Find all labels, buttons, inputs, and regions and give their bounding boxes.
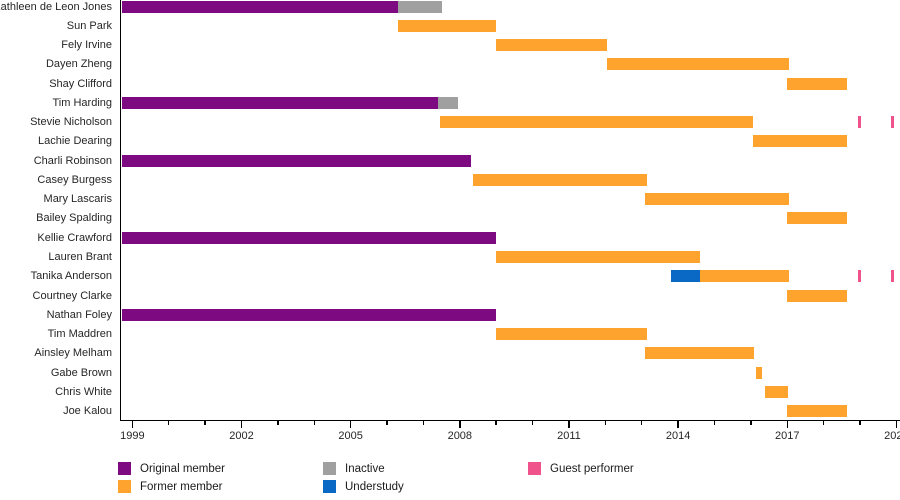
x-tick-major bbox=[568, 421, 570, 428]
x-tick-major bbox=[459, 421, 461, 428]
legend-swatch-former bbox=[118, 480, 131, 493]
y-axis-line bbox=[119, 0, 122, 422]
bar-original bbox=[121, 308, 497, 321]
legend-swatch-guest bbox=[528, 462, 541, 475]
legend-label-former: Former member bbox=[140, 480, 223, 493]
x-axis-line bbox=[119, 419, 900, 422]
x-tick-minor bbox=[422, 421, 425, 425]
guest-performer-mark bbox=[858, 270, 862, 283]
x-tick-minor bbox=[277, 421, 279, 425]
x-tick-label: 2002 bbox=[229, 429, 254, 442]
member-label: Casey Burgess bbox=[37, 173, 112, 186]
x-tick-minor bbox=[204, 421, 206, 425]
bar-former bbox=[645, 347, 755, 360]
legend-swatch-inactive bbox=[323, 462, 336, 475]
x-tick-label: 2020 bbox=[884, 429, 900, 442]
bar-understudy bbox=[670, 270, 700, 283]
bar-original bbox=[121, 154, 471, 167]
x-tick-label: 2008 bbox=[447, 429, 473, 442]
legend-label-original: Original member bbox=[140, 462, 225, 475]
x-tick-minor bbox=[604, 421, 607, 425]
bar-original bbox=[121, 96, 438, 109]
member-label: Kathleen de Leon Jones bbox=[0, 0, 112, 13]
member-label: Ainsley Melham bbox=[34, 347, 112, 360]
member-label: Shay Clifford bbox=[49, 77, 112, 90]
bar-inactive bbox=[437, 96, 458, 109]
guest-performer-mark bbox=[858, 116, 862, 129]
member-label: Fely Irvine bbox=[61, 39, 112, 52]
x-tick-label: 2005 bbox=[338, 429, 363, 442]
legend-label-guest: Guest performer bbox=[550, 462, 634, 475]
member-label: Tim Maddren bbox=[47, 328, 112, 341]
guest-performer-mark bbox=[891, 116, 895, 129]
legend-label-understudy: Understudy bbox=[345, 480, 404, 493]
bar-former bbox=[607, 58, 790, 71]
member-label: Mary Lascaris bbox=[43, 193, 112, 206]
bar-former bbox=[787, 289, 848, 302]
bar-inactive bbox=[397, 0, 442, 13]
x-tick-label: 2014 bbox=[665, 429, 691, 442]
legend-item-understudy: Understudy bbox=[323, 480, 404, 493]
member-label: Sun Park bbox=[66, 19, 112, 32]
member-label: Tanika Anderson bbox=[30, 270, 112, 283]
guest-performer-mark bbox=[891, 270, 895, 283]
bar-former bbox=[756, 366, 763, 379]
member-label: Tim Harding bbox=[52, 96, 113, 109]
member-label: Kellie Crawford bbox=[37, 231, 112, 244]
bar-former bbox=[496, 39, 608, 52]
x-tick-major bbox=[895, 421, 898, 428]
x-tick-minor bbox=[750, 421, 752, 425]
bar-former bbox=[787, 212, 848, 225]
x-tick-minor bbox=[495, 421, 497, 425]
member-label: Lauren Brant bbox=[48, 251, 112, 263]
bar-former bbox=[496, 328, 648, 341]
legend-item-guest: Guest performer bbox=[528, 462, 634, 475]
x-tick-label: 1999 bbox=[120, 429, 145, 442]
bar-former bbox=[752, 135, 848, 148]
member-label: Bailey Spalding bbox=[36, 212, 112, 225]
x-tick-minor bbox=[386, 421, 388, 425]
x-tick-minor bbox=[531, 421, 534, 425]
legend-item-former: Former member bbox=[118, 480, 222, 493]
bar-former bbox=[787, 77, 848, 90]
legend-item-inactive: Inactive bbox=[323, 462, 385, 475]
legend-swatch-original bbox=[118, 462, 131, 475]
x-tick-minor bbox=[313, 421, 315, 425]
x-tick-label: 2011 bbox=[557, 429, 581, 442]
x-tick-minor bbox=[641, 421, 643, 425]
bar-former bbox=[439, 116, 753, 129]
bar-former bbox=[496, 251, 700, 263]
legend-swatch-understudy bbox=[323, 480, 336, 493]
bar-former bbox=[645, 193, 790, 206]
bar-former bbox=[472, 173, 648, 186]
bar-former bbox=[699, 270, 790, 283]
member-label: Courtney Clarke bbox=[32, 289, 112, 302]
x-tick-major bbox=[677, 421, 679, 428]
x-tick-minor bbox=[859, 421, 861, 425]
member-label: Lachie Dearing bbox=[38, 135, 112, 148]
x-tick-minor bbox=[713, 421, 716, 425]
legend-label-inactive: Inactive bbox=[345, 462, 385, 475]
bar-former bbox=[765, 385, 789, 398]
bar-former bbox=[397, 19, 497, 32]
x-tick-major bbox=[349, 421, 352, 428]
bar-former bbox=[787, 405, 848, 418]
member-label: Gabe Brown bbox=[50, 366, 112, 379]
bar-original bbox=[121, 231, 497, 244]
member-label: Joe Kalou bbox=[63, 405, 112, 418]
x-tick-minor bbox=[822, 421, 825, 425]
x-tick-label: 2017 bbox=[774, 429, 800, 442]
bar-original bbox=[121, 0, 398, 13]
member-label: Nathan Foley bbox=[46, 308, 112, 321]
member-label: Dayen Zheng bbox=[45, 58, 112, 71]
member-label: Stevie Nicholson bbox=[30, 116, 112, 129]
member-label: Chris White bbox=[55, 385, 112, 398]
x-tick-major bbox=[240, 421, 243, 428]
x-tick-major bbox=[131, 421, 134, 428]
x-tick-minor bbox=[168, 421, 170, 425]
member-label: Charli Robinson bbox=[33, 154, 112, 167]
legend-item-original: Original member bbox=[118, 462, 225, 475]
x-tick-major bbox=[786, 421, 788, 428]
